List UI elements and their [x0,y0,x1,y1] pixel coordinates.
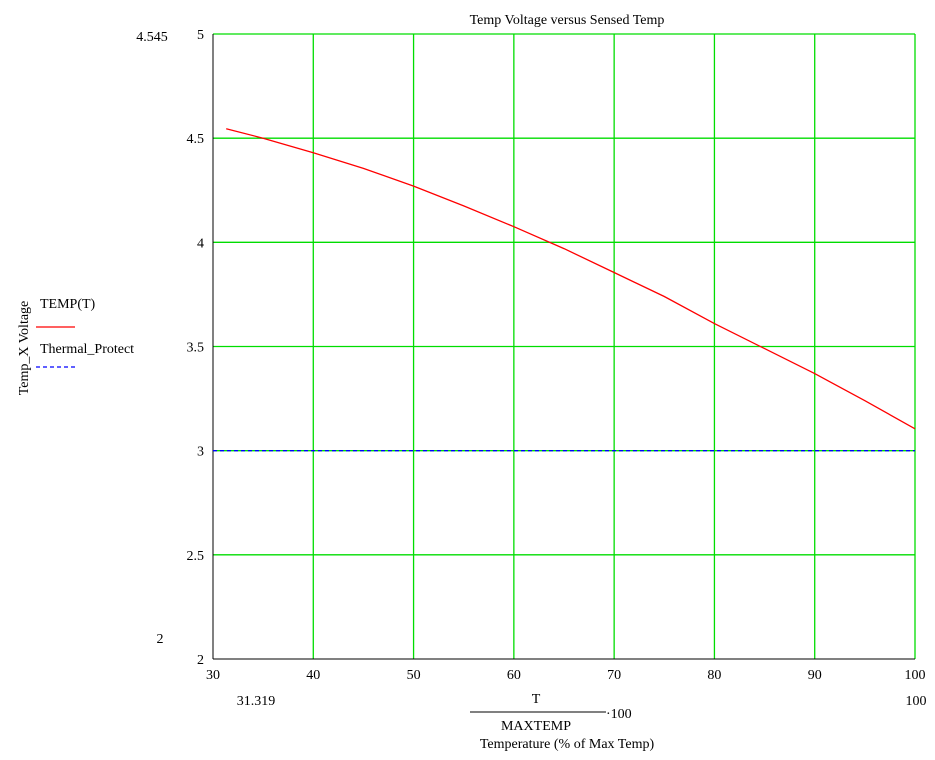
x-tick-label: 70 [607,668,621,683]
y-range-lower-label: 2 [157,632,164,647]
y-axis-label: Temp_X Voltage [17,301,32,396]
tick-labels: 30 40 50 60 70 80 90 100 2 2.5 3 3.5 4 4.5 5 [187,28,926,683]
legend-label-temp: TEMP(T) [40,297,96,312]
x-tick-label: 50 [407,668,421,683]
x-tick-label: 100 [905,668,926,683]
x-tick-label: 30 [206,668,220,683]
x-range-upper-label: 100 [906,694,927,709]
x-tick-label: 90 [808,668,822,683]
axes [212,34,915,660]
y-tick-label: 4 [197,236,204,251]
y-tick-label: 2.5 [187,549,205,564]
x-range-lower-label: 31.319 [237,694,276,709]
gridlines [213,33,916,659]
x-tick-label: 60 [507,668,521,683]
y-tick-label: 3.5 [187,341,205,356]
y-tick-label: 3 [197,445,204,460]
x-expression-multiplier: ·100 [606,707,632,722]
x-tick-label: 80 [707,668,721,683]
series-layer [213,128,916,452]
x-tick-label: 40 [306,668,320,683]
y-range-upper-label: 4.545 [136,30,168,45]
y-tick-label: 5 [197,28,204,43]
x-axis-label: Temperature (% of Max Temp) [480,737,655,752]
legend: TEMP(T) Thermal_Protect [36,297,134,368]
y-tick-label: 4.5 [187,132,205,147]
series-line-temp [226,128,916,430]
legend-label-thermal-protect: Thermal_Protect [40,342,134,357]
x-expression-denominator: MAXTEMP [501,719,571,734]
x-expression-numerator: T [532,692,541,707]
y-tick-label: 2 [197,653,204,668]
x-expression: T MAXTEMP ·100 [470,692,632,734]
chart-title: Temp Voltage versus Sensed Temp [470,13,665,28]
